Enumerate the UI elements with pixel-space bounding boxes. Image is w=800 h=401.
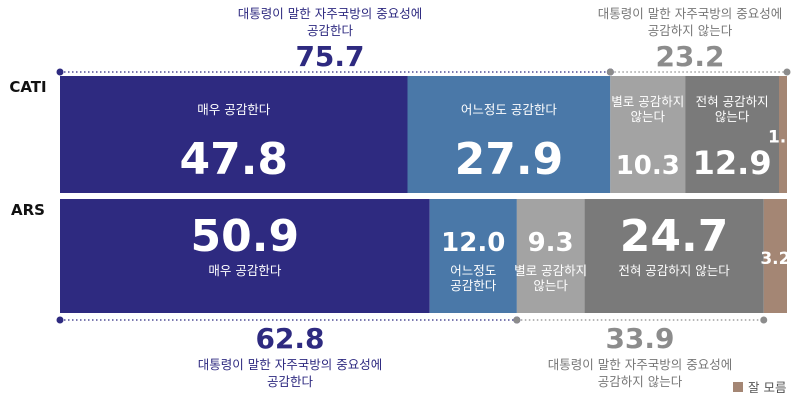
summary-cati-disagree-value: 23.2 xyxy=(655,40,724,73)
summary-cati-agree-caption-1: 대통령이 말한 자주국방의 중요성에 xyxy=(238,6,422,21)
summary-cati-disagree-caption-1: 대통령이 말한 자주국방의 중요성에 xyxy=(598,6,782,21)
summary-ars-disagree-caption-1: 대통령이 말한 자주국방의 중요성에 xyxy=(548,357,732,372)
summary-cati-agree-bracket-dot-start xyxy=(56,68,64,76)
bar-ars-series-0 xyxy=(60,199,430,313)
segment-label-ars-1: 어느정도 xyxy=(450,263,496,278)
bars-layer xyxy=(60,76,787,313)
segment-label-cati-3: 전혀 공감하지 xyxy=(696,94,769,109)
bar-ars-series-4 xyxy=(763,199,787,313)
value-label-ars-0: 50.9 xyxy=(191,211,300,262)
bar-ars-series-1 xyxy=(429,199,517,313)
value-label-cati-0: 47.8 xyxy=(179,134,288,185)
summary-ars-disagree-value: 33.9 xyxy=(605,322,674,355)
value-label-ars-3: 24.7 xyxy=(620,211,729,262)
segment-label-ars-0: 매우 공감한다 xyxy=(208,263,281,278)
segment-label-ars-1: 공감한다 xyxy=(450,278,497,293)
bar-ars-series-3 xyxy=(584,199,764,313)
summary-ars-agree-bracket-dot-start xyxy=(56,316,64,324)
summary-cati-disagree-bracket xyxy=(606,68,791,76)
bar-cati-series-2 xyxy=(610,76,686,193)
value-label-cati-1: 27.9 xyxy=(455,134,564,185)
segment-label-cati-0: 매우 공감한다 xyxy=(197,102,270,117)
bar-cati-series-4 xyxy=(779,76,787,193)
segment-label-ars-2: 않는다 xyxy=(533,278,568,293)
segment-label-cati-2: 별로 공감하지 xyxy=(611,94,684,109)
bar-cati-series-3 xyxy=(685,76,779,193)
summary-cati-disagree-caption-2: 공감하지 않는다 xyxy=(648,23,733,38)
segment-label-cati-2: 않는다 xyxy=(631,109,666,124)
bar-cati-series-0 xyxy=(60,76,408,193)
value-label-cati-4: 1.1 xyxy=(768,128,798,148)
segment-label-ars-2: 별로 공감하지 xyxy=(514,263,587,278)
value-label-ars-2: 9.3 xyxy=(528,228,574,258)
bar-ars-series-2 xyxy=(516,199,585,313)
segment-label-cati-1: 어느정도 공감한다 xyxy=(461,102,557,117)
summary-cati-agree-caption-2: 공감한다 xyxy=(307,23,354,38)
category-label-cati: CATI xyxy=(9,78,46,96)
legend: 잘 모름 xyxy=(733,380,786,395)
summary-cati-disagree-bracket-dot-start xyxy=(606,68,614,76)
bar-cati-series-1 xyxy=(407,76,611,193)
summary-ars-agree-caption-1: 대통령이 말한 자주국방의 중요성에 xyxy=(198,357,382,372)
summary-ars-agree-value: 62.8 xyxy=(255,322,324,355)
value-label-cati-3: 12.9 xyxy=(693,144,772,182)
summary-ars-disagree-caption-2: 공감하지 않는다 xyxy=(598,374,683,389)
value-label-cati-2: 10.3 xyxy=(616,151,680,181)
value-label-ars-1: 12.0 xyxy=(441,228,505,258)
summary-ars-disagree-bracket-dot-end xyxy=(760,316,768,324)
summary-ars-agree-caption-2: 공감한다 xyxy=(267,374,314,389)
summary-ars-disagree-bracket xyxy=(513,316,768,324)
legend-label: 잘 모름 xyxy=(748,380,786,395)
summary-cati-disagree-bracket-dot-end xyxy=(783,68,791,76)
segment-label-cati-3: 않는다 xyxy=(715,109,750,124)
summary-ars-disagree-bracket-dot-start xyxy=(513,316,521,324)
value-label-ars-4: 3.2 xyxy=(760,249,790,269)
legend-swatch xyxy=(733,382,743,392)
summary-cati-agree-value: 75.7 xyxy=(295,40,364,73)
category-label-ars: ARS xyxy=(11,201,45,219)
segment-label-ars-3: 전혀 공감하지 않는다 xyxy=(618,263,730,278)
